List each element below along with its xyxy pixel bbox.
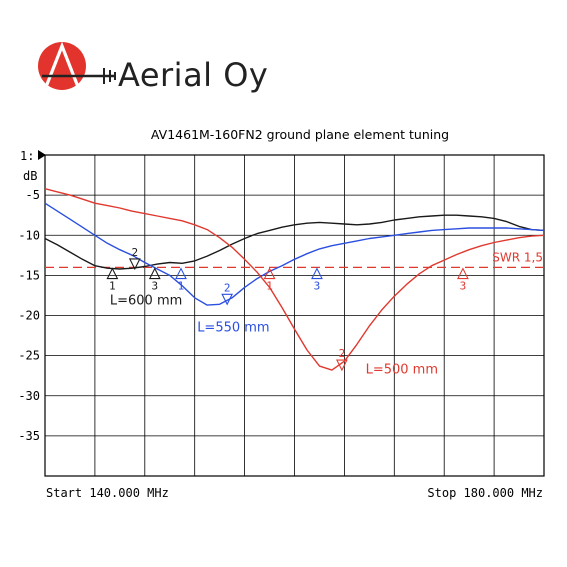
y-axis-ticks: -5 -10 -15 -20 -25 -30 -35 bbox=[18, 188, 40, 443]
series-line bbox=[44, 214, 545, 270]
aerial-logo-icon bbox=[38, 41, 116, 93]
logo-area: Aerial Oy bbox=[0, 0, 567, 120]
marker-triangle bbox=[148, 267, 161, 280]
marker-label: 2 bbox=[339, 347, 346, 360]
y-tick-label: -20 bbox=[18, 309, 40, 323]
y-tick-label: -10 bbox=[18, 228, 40, 242]
marker-triangle bbox=[128, 258, 141, 271]
marker-triangle bbox=[175, 267, 187, 280]
marker-label: 1 bbox=[266, 280, 273, 293]
brand-name: Aerial Oy bbox=[118, 56, 269, 94]
swr-reference-label: SWR 1,5 bbox=[492, 250, 543, 264]
marker-label: 3 bbox=[460, 280, 467, 293]
marker-triangle bbox=[263, 267, 276, 280]
stop-frequency-label: Stop 180.000 MHz bbox=[427, 486, 543, 500]
marker-label: 2 bbox=[132, 246, 139, 259]
series-traces bbox=[44, 188, 545, 371]
series-name-label: L=600 mm bbox=[110, 293, 182, 308]
chart-title: AV1461M-160FN2 ground plane element tuni… bbox=[151, 127, 449, 142]
marker-triangle bbox=[106, 267, 119, 280]
chart-grid bbox=[44, 154, 545, 477]
marker-triangle bbox=[457, 267, 469, 280]
marker-label: 3 bbox=[314, 280, 321, 293]
series-line bbox=[44, 202, 545, 306]
marker-group: 1 2 3 1 2 3 1 2 3 bbox=[106, 246, 469, 372]
y-tick-label: -25 bbox=[18, 349, 40, 363]
marker-label: 3 bbox=[151, 280, 158, 293]
trace-pointer-icon bbox=[38, 150, 46, 160]
y-tick-label: -30 bbox=[18, 389, 40, 403]
start-frequency-label: Start 140.000 MHz bbox=[46, 486, 169, 500]
series-name-label: L=550 mm bbox=[197, 321, 269, 336]
trace-label: 1: bbox=[20, 149, 34, 163]
unit-label: dB bbox=[23, 169, 37, 183]
marker-label: 1 bbox=[109, 280, 116, 293]
marker-triangle bbox=[336, 359, 348, 372]
y-tick-label: -15 bbox=[18, 268, 40, 282]
marker-label: 1 bbox=[178, 280, 185, 293]
marker-triangle bbox=[221, 293, 234, 306]
y-tick-label: -5 bbox=[26, 188, 40, 202]
marker-triangle bbox=[311, 267, 323, 280]
marker-label: 2 bbox=[224, 281, 231, 294]
y-tick-label: -35 bbox=[18, 429, 40, 443]
series-name-label: L=500 mm bbox=[366, 362, 438, 377]
series-line bbox=[44, 188, 545, 371]
